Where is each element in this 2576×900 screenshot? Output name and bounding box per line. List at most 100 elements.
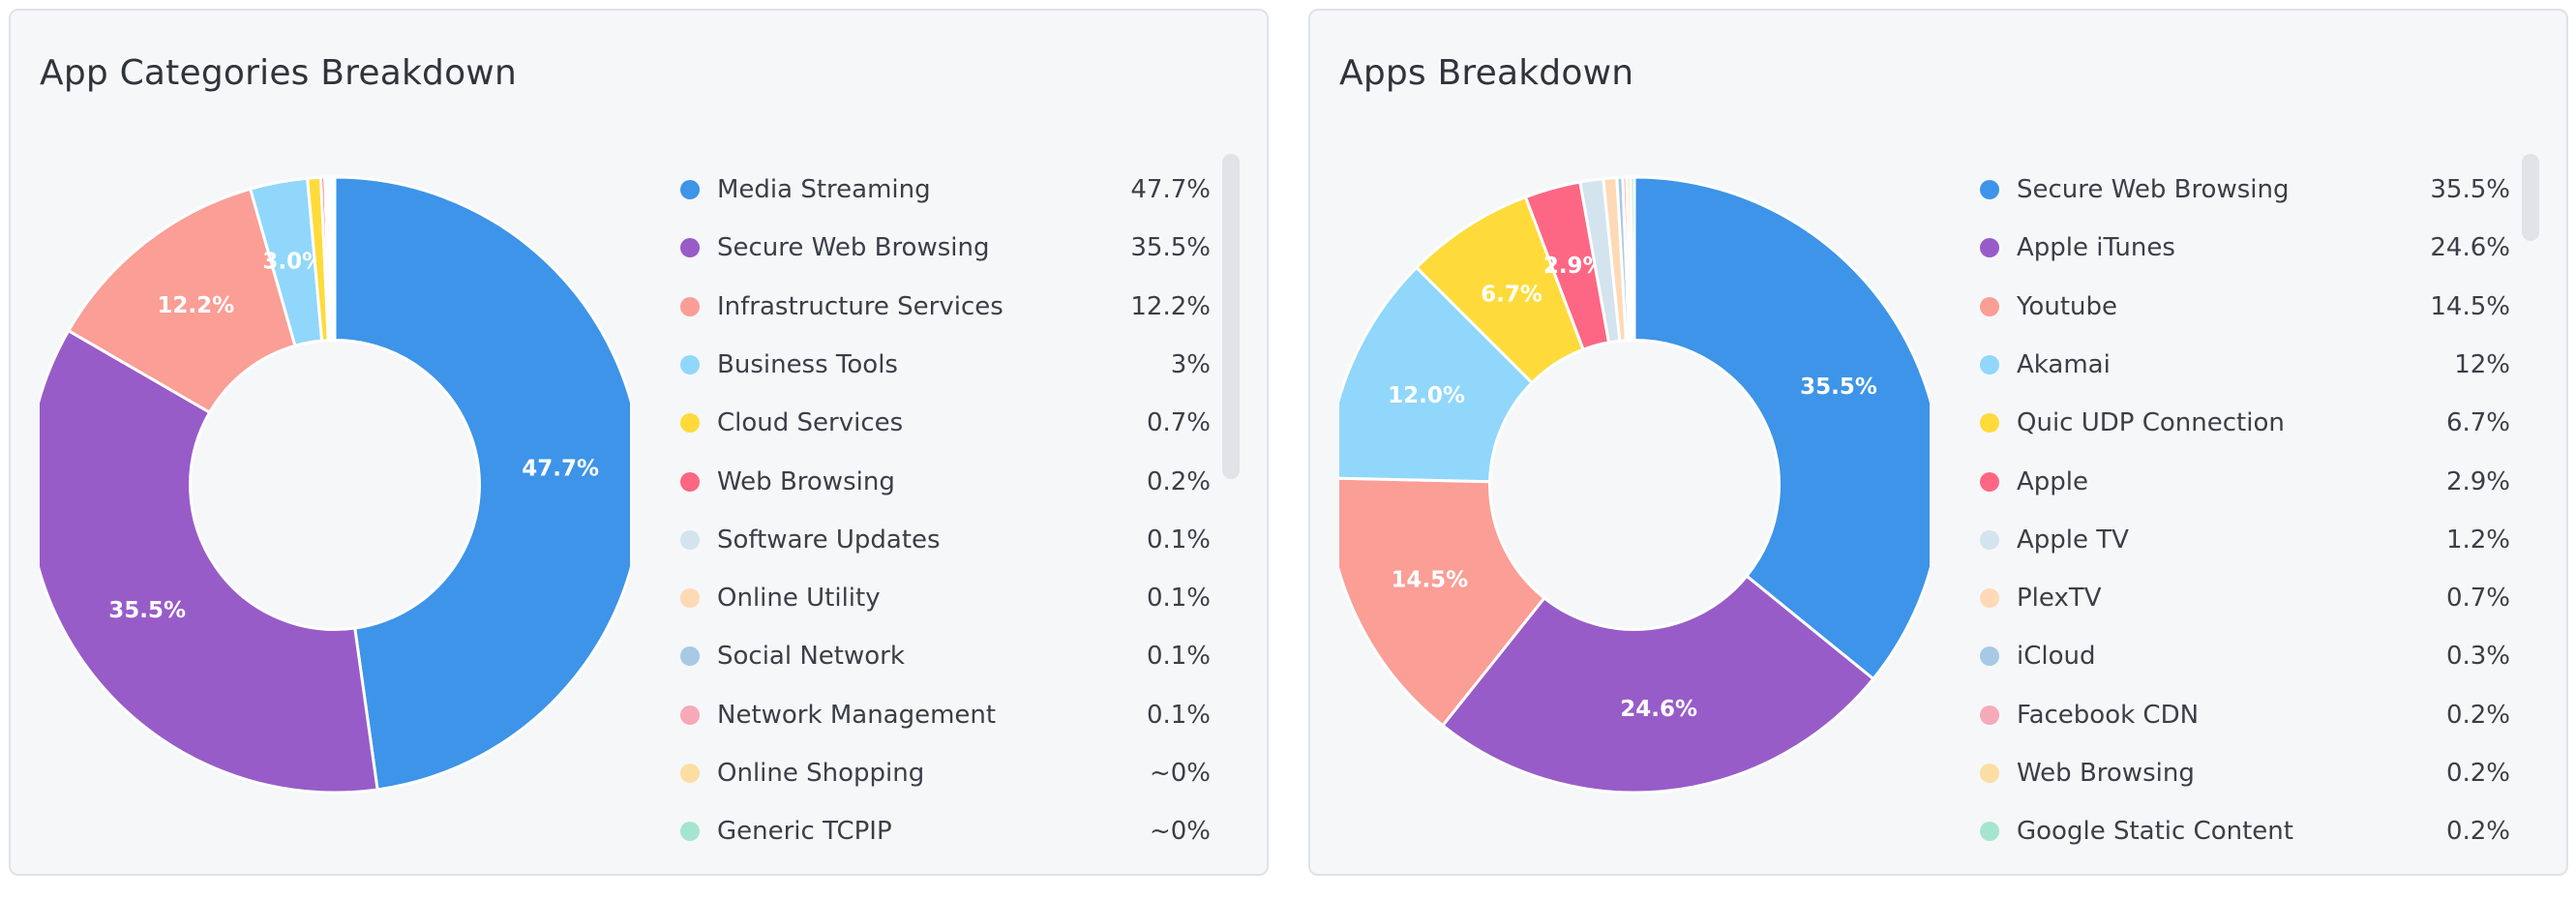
legend-value: 24.6% bbox=[2430, 233, 2510, 263]
slice-akamai[interactable] bbox=[1339, 265, 1535, 484]
apps-breakdown-card: Apps Breakdown 35.5% 24.6% 14.5% 12.0% 6.7% 2… bbox=[1308, 9, 2568, 876]
app-categories-card: App Categories Breakdown 47.7% 35.5% 12.2%… bbox=[9, 9, 1269, 876]
apps-breakdown-legend: Secure Web Browsing 35.5% Apple iTunes 24.6… bbox=[1968, 161, 2520, 857]
legend-item-apple[interactable]: Apple 2.9% bbox=[1968, 453, 2510, 511]
legend-value: 0.1% bbox=[1146, 700, 1211, 730]
legend-item-social-network[interactable]: Social Network 0.1% bbox=[669, 627, 1211, 685]
slice-secure-web-browsing[interactable] bbox=[1632, 175, 1930, 681]
slice-media-streaming[interactable] bbox=[333, 175, 630, 792]
slice-label-infrastructure-services: 12.2% bbox=[157, 293, 234, 318]
legend-value: 0.3% bbox=[2445, 642, 2510, 672]
legend-swatch bbox=[1980, 588, 1999, 609]
legend-swatch bbox=[1980, 764, 1999, 783]
slice-label-apple-itunes: 24.6% bbox=[1620, 697, 1697, 722]
legend-item-business-tools[interactable]: Business Tools 3% bbox=[669, 336, 1211, 394]
legend-swatch bbox=[680, 529, 700, 550]
legend-value: 2.9% bbox=[2445, 466, 2510, 496]
legend-item-infrastructure-services[interactable]: Infrastructure Services 12.2% bbox=[669, 278, 1211, 336]
legend-item-apple-tv[interactable]: Apple TV 1.2% bbox=[1968, 511, 2510, 569]
legend-label: Social Network bbox=[717, 642, 905, 672]
legend-label: Apple bbox=[2017, 466, 2089, 496]
slice-label-youtube: 14.5% bbox=[1391, 568, 1468, 593]
legend-label: Apple iTunes bbox=[2017, 233, 2175, 263]
legend-item-secure-web-browsing[interactable]: Secure Web Browsing 35.5% bbox=[1968, 161, 2510, 219]
legend-item-online-shopping[interactable]: Online Shopping ~0% bbox=[669, 744, 1211, 802]
legend-item-network-management[interactable]: Network Management 0.1% bbox=[669, 686, 1211, 744]
legend-value: 14.5% bbox=[2430, 291, 2510, 321]
legend-value: 0.2% bbox=[2445, 700, 2510, 730]
slice-apple-itunes[interactable] bbox=[1440, 574, 1875, 795]
donut-svg: 47.7%35.5%12.2%3.0% bbox=[40, 175, 630, 795]
legend-item-facebook-cdn[interactable]: Facebook CDN 0.2% bbox=[1968, 686, 2510, 744]
slice-google-static-content[interactable] bbox=[1629, 175, 1636, 343]
legend-item-media-streaming[interactable]: Media Streaming 47.7% bbox=[669, 161, 1211, 219]
legend-label: Software Updates bbox=[717, 525, 941, 555]
legend-swatch bbox=[1980, 529, 1999, 550]
legend-swatch bbox=[680, 354, 700, 375]
legend-value: 0.1% bbox=[1146, 584, 1211, 614]
legend-label: Secure Web Browsing bbox=[717, 233, 990, 263]
legend-swatch bbox=[680, 588, 700, 609]
legend-swatch bbox=[680, 238, 700, 258]
legend-swatch bbox=[1980, 354, 1999, 375]
legend-swatch bbox=[680, 646, 700, 667]
legend-item-secure-web-browsing[interactable]: Secure Web Browsing 35.5% bbox=[669, 219, 1211, 277]
legend-item-youtube[interactable]: Youtube 14.5% bbox=[1968, 278, 2510, 336]
legend-value: 0.2% bbox=[2445, 759, 2510, 788]
legend-item-web-browsing[interactable]: Web Browsing 0.2% bbox=[1968, 744, 2510, 802]
legend-label: Apple TV bbox=[2017, 525, 2129, 555]
legend-item-cloud-services[interactable]: Cloud Services 0.7% bbox=[669, 394, 1211, 452]
legend-label: Network Management bbox=[717, 700, 997, 730]
legend-swatch bbox=[680, 705, 700, 725]
slice-label-quic-udp-connection: 6.7% bbox=[1481, 282, 1543, 307]
legend-item-quic-udp-connection[interactable]: Quic UDP Connection 6.7% bbox=[1968, 394, 2510, 452]
legend-item-web-browsing[interactable]: Web Browsing 0.2% bbox=[669, 453, 1211, 511]
legend-label: Youtube bbox=[2017, 291, 2117, 321]
app-categories-legend: Media Streaming 47.7% Secure Web Browsing 3… bbox=[669, 161, 1220, 857]
legend-value: ~0% bbox=[1149, 759, 1211, 788]
slice-youtube[interactable] bbox=[1339, 476, 1546, 728]
legend-swatch bbox=[680, 180, 700, 199]
legend-swatch bbox=[1980, 413, 1999, 434]
legend-swatch bbox=[680, 822, 700, 842]
app-categories-title: App Categories Breakdown bbox=[40, 53, 517, 93]
legend-value: 12.2% bbox=[1130, 291, 1211, 321]
legend-label: Online Utility bbox=[717, 584, 881, 614]
legend-item-google-static-content[interactable]: Google Static Content 0.2% bbox=[1968, 802, 2510, 857]
legend-label: Media Streaming bbox=[717, 175, 931, 204]
legend-item-plextv[interactable]: PlexTV 0.7% bbox=[1968, 569, 2510, 627]
legend-value: 35.5% bbox=[2430, 175, 2510, 204]
donut-svg: 35.5%24.6%14.5%12.0%6.7%2.9% bbox=[1339, 175, 1930, 795]
legend-swatch bbox=[1980, 705, 1999, 725]
legend-swatch bbox=[1980, 296, 1999, 316]
app-categories-legend-scrollbar[interactable] bbox=[1222, 154, 1240, 479]
legend-label: Facebook CDN bbox=[2017, 700, 2200, 730]
slice-secure-web-browsing[interactable] bbox=[40, 328, 379, 795]
legend-item-akamai[interactable]: Akamai 12% bbox=[1968, 336, 2510, 394]
legend-item-apple-itunes[interactable]: Apple iTunes 24.6% bbox=[1968, 219, 2510, 277]
legend-swatch bbox=[1980, 646, 1999, 667]
legend-value: 3% bbox=[1170, 349, 1211, 379]
slice-infrastructure-services[interactable] bbox=[66, 187, 297, 415]
legend-label: Business Tools bbox=[717, 349, 898, 379]
apps-breakdown-legend-scrollbar[interactable] bbox=[2522, 154, 2539, 241]
apps-breakdown-title: Apps Breakdown bbox=[1339, 53, 1634, 93]
legend-label: Web Browsing bbox=[717, 466, 895, 496]
legend-item-icloud[interactable]: iCloud 0.3% bbox=[1968, 627, 2510, 685]
legend-value: 12% bbox=[2454, 349, 2510, 379]
legend-item-online-utility[interactable]: Online Utility 0.1% bbox=[669, 569, 1211, 627]
legend-label: Secure Web Browsing bbox=[2017, 175, 2290, 204]
legend-swatch bbox=[680, 471, 700, 492]
apps-breakdown-donut-chart: 35.5% 24.6% 14.5% 12.0% 6.7% 2.9% bbox=[1339, 165, 1930, 804]
legend-swatch bbox=[1980, 471, 1999, 492]
legend-value: 0.7% bbox=[2445, 584, 2510, 614]
slice-label-akamai: 12.0% bbox=[1388, 383, 1465, 408]
app-categories-donut-chart: 47.7% 35.5% 12.2% 3.0% bbox=[40, 165, 630, 804]
legend-item-software-updates[interactable]: Software Updates 0.1% bbox=[669, 511, 1211, 569]
legend-label: Akamai bbox=[2017, 349, 2111, 379]
legend-label: Quic UDP Connection bbox=[2017, 408, 2285, 438]
slice-generic-tcpip[interactable] bbox=[332, 175, 337, 343]
legend-swatch bbox=[1980, 180, 1999, 199]
legend-value: 0.1% bbox=[1146, 642, 1211, 672]
legend-item-generic-tcpip[interactable]: Generic TCPIP ~0% bbox=[669, 802, 1211, 857]
